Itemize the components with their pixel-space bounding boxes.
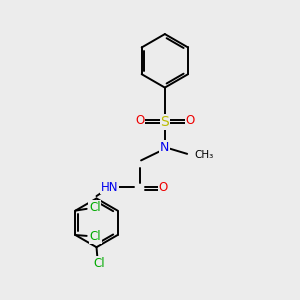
Text: S: S <box>160 115 169 129</box>
Text: HN: HN <box>101 181 118 194</box>
Text: O: O <box>159 181 168 194</box>
Text: Cl: Cl <box>94 257 105 270</box>
Text: Cl: Cl <box>89 230 101 243</box>
Text: CH₃: CH₃ <box>195 150 214 160</box>
Text: O: O <box>135 114 144 127</box>
Text: N: N <box>160 140 170 154</box>
Text: O: O <box>185 114 195 127</box>
Text: Cl: Cl <box>89 201 100 214</box>
